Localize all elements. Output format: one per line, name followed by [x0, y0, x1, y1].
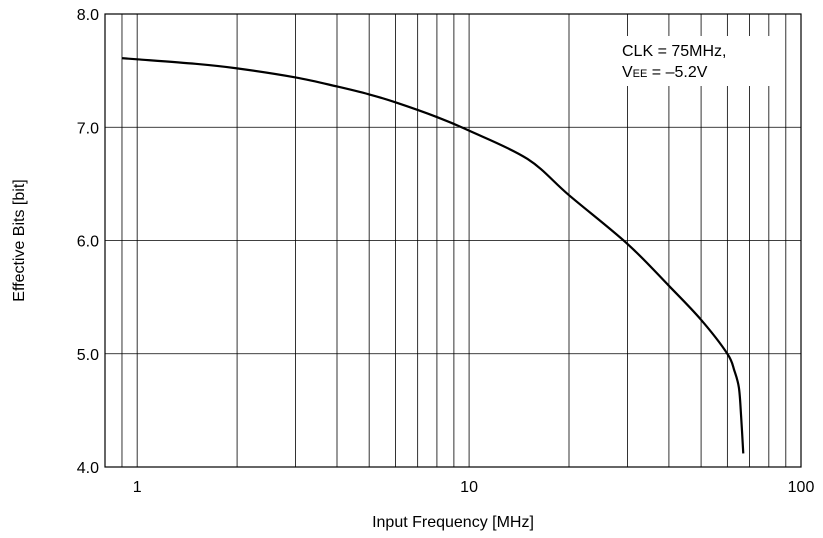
- annotation-line-1: CLK = 75MHz,: [622, 43, 726, 60]
- x-tick-label: 100: [788, 479, 815, 496]
- y-axis-label: Effective Bits [bit]: [11, 179, 28, 301]
- x-tick-label: 10: [460, 479, 478, 496]
- x-tick-labels: 1 10 100: [133, 479, 815, 496]
- annotation-line-2: VEE = –5.2V: [622, 64, 708, 81]
- annotation-subscript: EE: [633, 68, 648, 80]
- y-tick-label: 6.0: [77, 234, 99, 251]
- annotation-background: [612, 36, 772, 86]
- y-tick-labels: 4.0 5.0 6.0 7.0 8.0: [77, 7, 99, 477]
- x-tick-label: 1: [133, 479, 142, 496]
- plot-frame: [104, 13, 802, 468]
- y-tick-label: 7.0: [77, 120, 99, 137]
- annotation-value: = –5.2V: [647, 64, 707, 81]
- y-tick-label: 8.0: [77, 7, 99, 24]
- series-line: [121, 57, 745, 454]
- annotation-v: V: [622, 64, 633, 81]
- x-axis-label: Input Frequency [MHz]: [372, 514, 534, 531]
- y-tick-label: 5.0: [77, 347, 99, 364]
- annotation: CLK = 75MHz, VEE = –5.2V: [612, 36, 772, 86]
- y-tick-label: 4.0: [77, 460, 99, 477]
